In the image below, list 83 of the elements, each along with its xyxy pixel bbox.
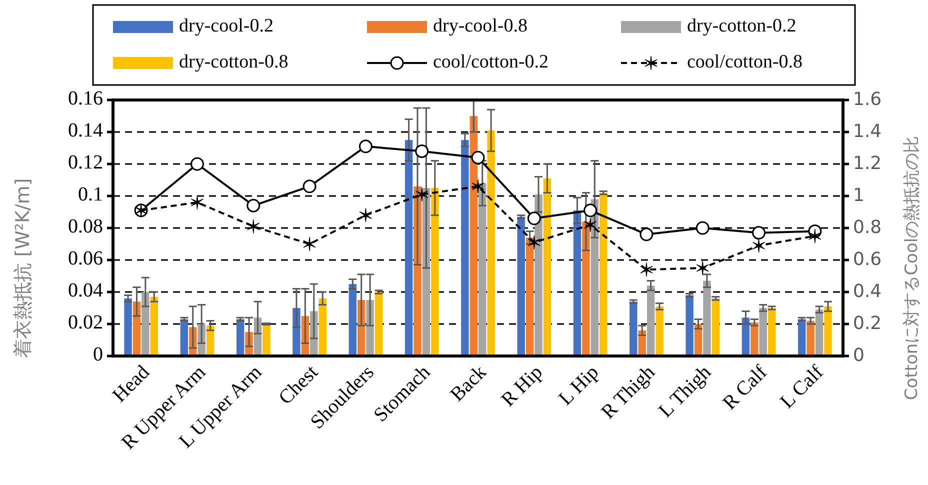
point bbox=[584, 218, 597, 232]
bar bbox=[686, 295, 694, 356]
bar bbox=[759, 308, 767, 356]
y2-tick-label: 0.2 bbox=[853, 312, 882, 334]
bar bbox=[806, 320, 814, 356]
point bbox=[415, 144, 429, 158]
point bbox=[190, 157, 204, 171]
bar bbox=[543, 178, 552, 356]
bar bbox=[600, 192, 608, 356]
y2-tick-label: 1 bbox=[853, 184, 864, 206]
bar bbox=[630, 302, 638, 356]
point bbox=[358, 140, 372, 154]
point bbox=[696, 260, 709, 276]
y-tick-label: 0.12 bbox=[68, 152, 103, 174]
point bbox=[472, 179, 484, 194]
y-tick-label: 0.04 bbox=[68, 280, 103, 302]
y-tick-label: 0.08 bbox=[68, 216, 103, 238]
point bbox=[640, 262, 653, 277]
x-tick-label: R Calf bbox=[718, 360, 772, 414]
bar bbox=[646, 286, 655, 356]
point bbox=[528, 235, 541, 250]
bar bbox=[582, 222, 590, 356]
bar bbox=[750, 322, 758, 356]
point bbox=[752, 238, 766, 253]
x-tick-label: L Calf bbox=[776, 360, 828, 413]
y2-tick-label: 0.4 bbox=[853, 280, 882, 302]
y2-tick-label: 0.8 bbox=[853, 216, 882, 238]
y2-tick-label: 1.2 bbox=[853, 152, 882, 174]
bar bbox=[712, 298, 720, 356]
bar bbox=[142, 292, 150, 356]
y-tick-label: 0.14 bbox=[68, 120, 103, 142]
point bbox=[302, 180, 316, 194]
bar bbox=[470, 116, 478, 356]
point bbox=[527, 212, 541, 226]
y-tick-label: 0.16 bbox=[68, 88, 103, 110]
legend-label: dry-cool-0.8 bbox=[433, 15, 528, 36]
bar bbox=[824, 306, 832, 356]
bar bbox=[461, 140, 469, 356]
legend-label: dry-cool-0.2 bbox=[179, 15, 274, 36]
point bbox=[696, 221, 710, 235]
y-axis-title: 着衣熱抵抗 [W²K/m] bbox=[12, 178, 34, 358]
point bbox=[808, 228, 822, 244]
bar bbox=[517, 216, 525, 356]
point bbox=[303, 236, 316, 252]
bar bbox=[150, 296, 158, 356]
y2-tick-label: 0.6 bbox=[853, 248, 882, 270]
bar bbox=[478, 183, 486, 356]
point bbox=[247, 219, 260, 234]
point bbox=[190, 195, 204, 210]
point bbox=[640, 228, 654, 242]
bar bbox=[815, 310, 824, 356]
point bbox=[471, 150, 485, 164]
bar bbox=[656, 306, 664, 356]
y-tick-label: 0.1 bbox=[78, 184, 103, 206]
point bbox=[415, 187, 428, 202]
legend-label: dry-cotton-0.2 bbox=[687, 15, 796, 36]
bar bbox=[404, 140, 413, 356]
bar bbox=[703, 280, 711, 356]
legend-label: cool/cotton-0.8 bbox=[687, 51, 803, 72]
bar bbox=[768, 308, 776, 356]
y-tick-label: 0 bbox=[93, 344, 103, 366]
y2-tick-label: 0 bbox=[853, 344, 864, 366]
point bbox=[584, 204, 598, 218]
point bbox=[246, 198, 260, 212]
bar bbox=[262, 324, 270, 356]
x-tick-label: R Hip bbox=[497, 361, 547, 411]
point bbox=[752, 226, 766, 240]
bar bbox=[487, 130, 495, 356]
bar bbox=[526, 238, 534, 356]
y-tick-label: 0.02 bbox=[68, 312, 103, 334]
bar bbox=[318, 298, 326, 356]
bar bbox=[348, 284, 356, 356]
legend-label: dry-cotton-0.8 bbox=[179, 51, 288, 72]
y2-tick-label: 1.6 bbox=[853, 88, 882, 110]
y2-tick-label: 1.4 bbox=[853, 120, 882, 142]
y-tick-label: 0.06 bbox=[68, 248, 103, 270]
bar bbox=[573, 210, 582, 356]
legend-label: cool/cotton-0.2 bbox=[433, 51, 549, 72]
bar bbox=[124, 298, 132, 356]
bar bbox=[431, 188, 439, 356]
bar bbox=[374, 292, 383, 356]
y2-axis-title: Cottonに対するCoolの熱抵抗の比 bbox=[902, 136, 922, 400]
point bbox=[359, 208, 372, 222]
